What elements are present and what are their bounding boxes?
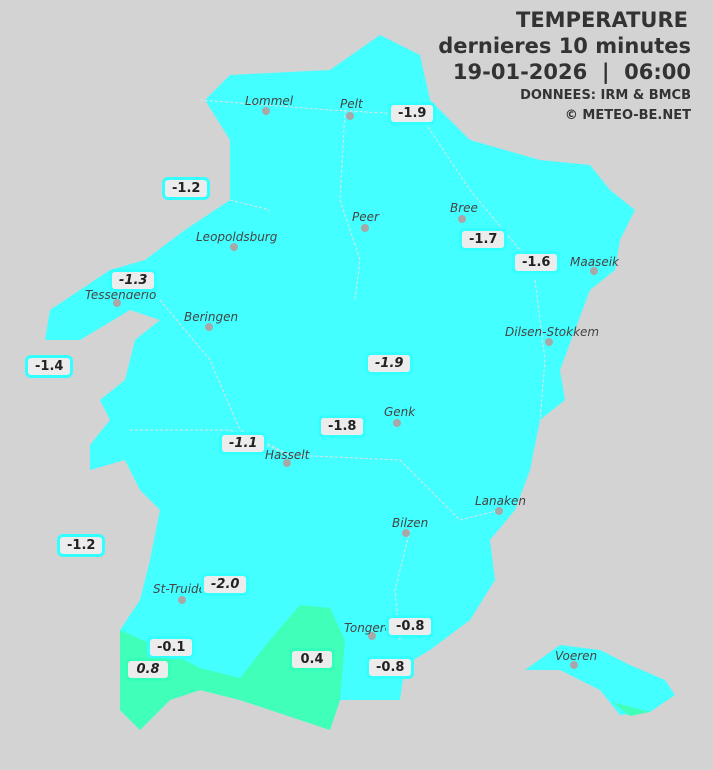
temperature-reading[interactable]: 0.8 (125, 658, 171, 681)
temperature-reading[interactable]: -1.9 (365, 352, 414, 375)
city-dot (283, 459, 291, 467)
temperature-reading[interactable]: -1.1 (219, 432, 268, 455)
city-dot (402, 529, 410, 537)
city-label: Leopoldsburg (196, 230, 278, 244)
city-label: Bree (450, 201, 478, 215)
city-label: Lommel (245, 94, 294, 108)
temperature-reading[interactable]: -2.0 (201, 573, 250, 596)
city-label: Dilsen-Stokkem (505, 325, 600, 339)
city-label: Peer (352, 210, 379, 224)
province-mild-zone (120, 605, 345, 730)
temperature-reading[interactable]: -1.3 (109, 269, 158, 292)
city-dot (368, 632, 376, 640)
voeren-mild-zone (612, 702, 650, 716)
temperature-reading[interactable]: -1.9 (388, 102, 437, 125)
temperature-reading[interactable]: -1.2 (162, 177, 211, 200)
city-label: Bilzen (392, 516, 429, 530)
city-label: Genk (384, 405, 416, 419)
temperature-reading[interactable]: 0.4 (289, 648, 335, 671)
city-dot (346, 112, 354, 120)
city-label: St-Truiden (153, 582, 214, 596)
city-dot (205, 323, 213, 331)
voeren-region (525, 645, 675, 715)
city-dot (590, 267, 598, 275)
city-dot (495, 507, 503, 515)
temperature-reading[interactable]: -1.8 (318, 415, 367, 438)
map-subtitle: dernieres 10 minutes (438, 34, 691, 58)
city-dot (545, 338, 553, 346)
city-label: Beringen (184, 310, 239, 324)
city-label: Pelt (340, 97, 363, 111)
city-dot (361, 224, 369, 232)
temperature-reading[interactable]: -0.8 (366, 656, 415, 679)
data-source: DONNEES: IRM & BMCB (520, 88, 691, 103)
city-dot (178, 596, 186, 604)
city-label: Lanaken (475, 494, 526, 508)
city-dot (570, 661, 578, 669)
map-datetime: 19-01-2026 | 06:00 (452, 60, 691, 84)
temperature-reading[interactable]: -1.6 (512, 251, 561, 274)
city-label: Hasselt (265, 448, 310, 462)
map-title: TEMPERATURE (516, 8, 688, 32)
temperature-reading[interactable]: -1.7 (459, 228, 508, 251)
city-label: Maaseik (570, 255, 619, 269)
city-dot (393, 419, 401, 427)
city-label: Voeren (555, 649, 598, 663)
province-cold-zone (45, 35, 635, 730)
temperature-reading[interactable]: -0.1 (147, 636, 196, 659)
temperature-reading[interactable]: -0.8 (386, 615, 435, 638)
temperature-reading[interactable]: -1.2 (57, 534, 106, 557)
temperature-reading[interactable]: -1.4 (25, 355, 74, 378)
city-dot (262, 107, 270, 115)
copyright: © METEO-BE.NET (564, 108, 691, 123)
city-dot (113, 299, 121, 307)
city-dot (230, 243, 238, 251)
city-dot (458, 215, 466, 223)
city-label: Tongeren (344, 621, 400, 635)
